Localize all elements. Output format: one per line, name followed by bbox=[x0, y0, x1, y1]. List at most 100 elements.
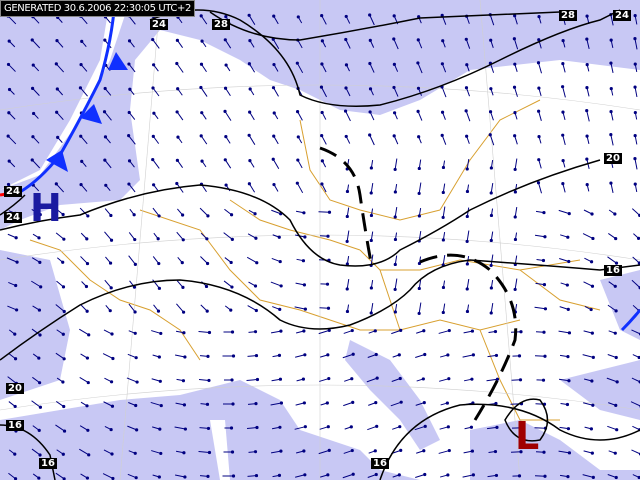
wind-arrow-head bbox=[55, 39, 59, 43]
wind-arrow-icon bbox=[126, 377, 138, 383]
wind-arrow-head bbox=[519, 450, 523, 454]
wind-arrow-head bbox=[62, 237, 66, 241]
wind-arrow-head bbox=[159, 451, 163, 456]
wind-arrow-icon bbox=[631, 329, 640, 335]
wind-arrow-head bbox=[374, 401, 378, 405]
wind-arrow-head bbox=[344, 14, 348, 19]
wind-arrow-icon bbox=[390, 401, 402, 407]
wind-arrow-head bbox=[344, 63, 349, 67]
wind-arrow-head bbox=[590, 379, 594, 383]
wind-arrow-head bbox=[399, 328, 403, 332]
wind-arrow-head bbox=[38, 333, 42, 337]
wind-arrow-head bbox=[344, 86, 348, 90]
wind-arrow-head bbox=[494, 353, 499, 358]
wind-arrow-icon bbox=[466, 230, 470, 242]
wind-arrow-head bbox=[513, 14, 517, 18]
wind-arrow-icon bbox=[370, 254, 374, 266]
wind-arrow-head bbox=[272, 111, 276, 115]
wind-arrow-head bbox=[6, 134, 10, 138]
wind-arrow-icon bbox=[273, 87, 279, 97]
wind-arrow-head bbox=[591, 236, 595, 241]
wind-arrow-icon bbox=[55, 424, 65, 432]
wind-arrow-head bbox=[422, 329, 426, 333]
wind-arrow-icon bbox=[176, 111, 184, 121]
wind-arrow-head bbox=[133, 262, 137, 266]
wind-arrow-icon bbox=[271, 209, 281, 215]
wind-arrow-head bbox=[561, 182, 565, 186]
wind-arrow-head bbox=[247, 133, 251, 137]
wind-arrow-head bbox=[200, 111, 204, 115]
wind-arrow-head bbox=[176, 135, 180, 139]
wind-arrow-icon bbox=[631, 208, 640, 216]
wind-arrow-icon bbox=[441, 86, 447, 98]
wind-arrow-icon bbox=[128, 135, 136, 145]
wind-arrow-head bbox=[303, 307, 307, 311]
wind-arrow-head bbox=[230, 450, 235, 454]
wind-arrow-head bbox=[392, 134, 396, 138]
wind-arrow-icon bbox=[246, 256, 258, 264]
wind-arrow-head bbox=[56, 135, 60, 139]
wind-arrow-head bbox=[278, 259, 282, 264]
wind-arrow-icon bbox=[562, 135, 566, 145]
wind-arrow-head bbox=[303, 473, 307, 477]
wind-arrow-icon bbox=[150, 401, 162, 407]
wind-arrow-head bbox=[110, 332, 114, 336]
wind-arrow-head bbox=[255, 425, 259, 430]
wind-arrow-head bbox=[441, 39, 445, 43]
wind-arrow-icon bbox=[558, 330, 570, 334]
wind-arrow-head bbox=[591, 355, 595, 359]
wind-arrow-head bbox=[279, 449, 283, 453]
wind-arrow-head bbox=[465, 309, 470, 314]
wind-arrow-head bbox=[590, 331, 594, 335]
wind-arrow-icon bbox=[442, 254, 446, 266]
wind-arrow-head bbox=[87, 453, 91, 457]
wind-arrow-head bbox=[231, 402, 235, 406]
isobar-20 bbox=[0, 159, 601, 267]
wind-arrow-head bbox=[296, 15, 300, 19]
wind-arrow-head bbox=[591, 475, 595, 479]
cold-front bbox=[0, 0, 640, 332]
wind-arrow-head bbox=[156, 237, 160, 241]
wind-arrow-head bbox=[417, 311, 421, 316]
wind-arrow-icon bbox=[418, 182, 422, 194]
wind-arrow-head bbox=[230, 378, 234, 382]
wind-arrow-head bbox=[175, 61, 179, 66]
wind-arrow-icon bbox=[80, 135, 88, 145]
wind-arrow-head bbox=[85, 309, 89, 313]
wind-arrow-head bbox=[247, 182, 251, 186]
wind-arrow-icon bbox=[369, 63, 375, 73]
wind-arrow-head bbox=[296, 158, 300, 162]
wind-arrow-icon bbox=[104, 111, 112, 121]
wind-arrow-head bbox=[517, 354, 522, 358]
wind-arrow-icon bbox=[55, 63, 65, 73]
wind-arrow-head bbox=[633, 182, 637, 186]
wind-arrow-head bbox=[537, 38, 541, 42]
wind-arrow-icon bbox=[583, 402, 593, 406]
wind-arrow-head bbox=[14, 236, 18, 240]
wind-arrow-head bbox=[151, 86, 155, 90]
wind-arrow-head bbox=[133, 451, 137, 455]
wind-arrow-head bbox=[200, 39, 204, 43]
wind-arrow-icon bbox=[486, 426, 498, 430]
wind-arrow-head bbox=[614, 236, 618, 241]
wind-arrow-icon bbox=[8, 64, 16, 72]
wind-arrow-head bbox=[590, 212, 594, 216]
wind-arrow-head bbox=[447, 448, 451, 453]
wind-arrow-head bbox=[446, 425, 450, 429]
wind-arrow-head bbox=[325, 282, 330, 286]
wind-arrow-head bbox=[182, 403, 187, 407]
wind-arrow-head bbox=[133, 310, 137, 314]
wind-arrow-head bbox=[614, 475, 618, 480]
wind-arrow-icon bbox=[294, 306, 306, 310]
wind-arrow-head bbox=[465, 239, 469, 244]
wind-arrow-head bbox=[513, 237, 518, 242]
wind-arrow-head bbox=[585, 134, 589, 138]
wind-arrow-icon bbox=[534, 355, 546, 357]
wind-arrow-head bbox=[422, 401, 426, 405]
wind-arrow-head bbox=[565, 283, 569, 287]
wind-arrow-head bbox=[62, 309, 66, 314]
wind-arrow-icon bbox=[607, 304, 617, 312]
wind-arrow-head bbox=[440, 13, 444, 17]
wind-arrow-head bbox=[566, 475, 570, 479]
wind-arrow-icon bbox=[582, 354, 594, 358]
